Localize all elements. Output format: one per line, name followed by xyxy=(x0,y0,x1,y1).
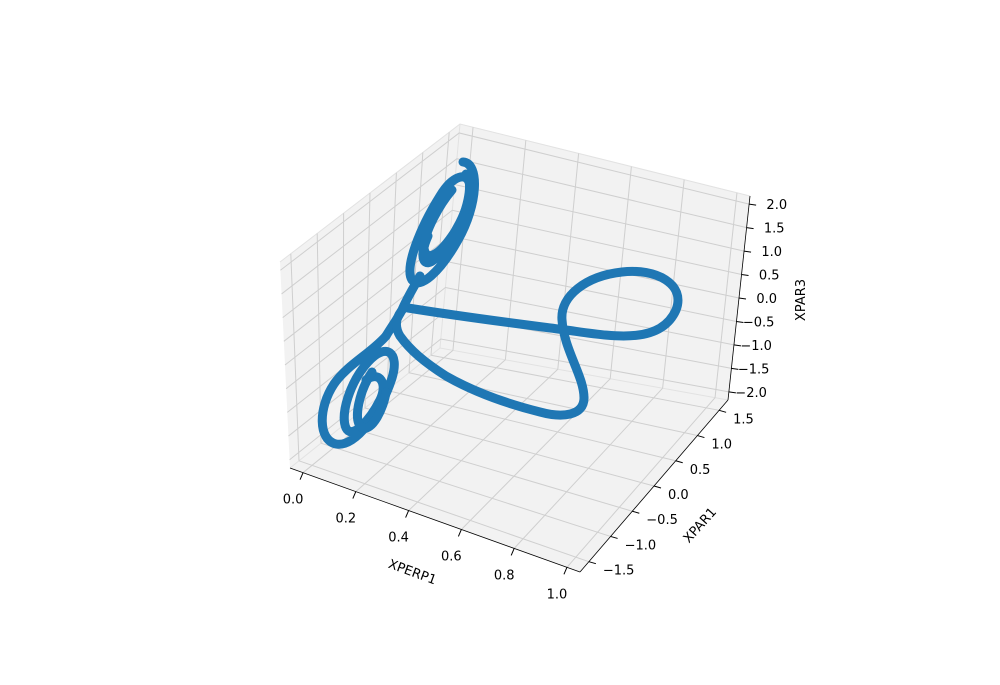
trajectory-segment xyxy=(419,169,474,260)
y-tick-label: 0.5 xyxy=(690,463,711,478)
z-tick-mark xyxy=(746,227,754,230)
y-tick-mark xyxy=(632,510,640,514)
x-tick-label: 1.0 xyxy=(547,587,568,602)
y-tick-mark xyxy=(588,561,597,565)
y-gridline-floor xyxy=(430,354,720,411)
x-tick-label: 0.6 xyxy=(441,549,462,564)
y-tick-mark xyxy=(697,435,705,439)
x-tick-mark xyxy=(299,472,304,480)
z-gridline xyxy=(283,209,742,342)
x-tick-label: 0.4 xyxy=(388,531,409,546)
y-tick-label: −1.5 xyxy=(603,564,635,579)
z-tick-mark xyxy=(749,203,757,206)
z-tick-mark xyxy=(741,274,749,277)
z-tick-label: 0.0 xyxy=(756,292,777,307)
x-tick-mark xyxy=(352,491,357,499)
z-tick-mark xyxy=(728,391,736,394)
z-gridline xyxy=(280,132,750,271)
y-axis-ticks: −1.5 −1.0 −0.5 0.00.51.01.5 xyxy=(588,409,754,579)
z-axis-label: XPAR3 xyxy=(794,279,809,321)
series-group xyxy=(317,157,683,449)
y-axis-label: XPAR1 xyxy=(681,505,720,546)
floor-pane xyxy=(290,348,728,572)
x-tick-mark xyxy=(457,529,462,537)
y-tick-mark xyxy=(653,485,662,489)
y-tick-mark xyxy=(718,409,727,413)
x-tick-label: 0.2 xyxy=(335,512,356,527)
z-tick-mark xyxy=(731,367,739,370)
z-tick-label: −2.0 xyxy=(735,386,767,401)
z-tick-label: −1.0 xyxy=(740,339,772,354)
y-gridline-floor xyxy=(386,389,676,462)
z-tick-label: −0.5 xyxy=(743,315,775,330)
z-tick-mark xyxy=(733,344,742,347)
z-tick-mark xyxy=(738,297,747,300)
x-tick-label: 0.8 xyxy=(494,568,515,583)
trajectory-segment xyxy=(352,367,391,433)
y-tick-label: −1.0 xyxy=(625,538,657,553)
z-gridline xyxy=(281,158,747,295)
y-tick-label: 1.0 xyxy=(711,438,732,453)
y-tick-mark xyxy=(610,535,618,539)
y-tick-label: 1.5 xyxy=(733,412,754,427)
z-tick-mark xyxy=(743,250,752,253)
y-gridline-floor xyxy=(342,425,633,512)
z-tick-label: −1.5 xyxy=(738,362,770,377)
panes xyxy=(279,123,751,572)
x-tick-mark xyxy=(563,567,568,575)
y-tick-label: −0.5 xyxy=(646,513,678,528)
back-pane xyxy=(440,124,750,400)
y-gridline-floor xyxy=(320,442,611,537)
z-tick-label: 1.0 xyxy=(761,245,782,260)
x-axis-line xyxy=(289,467,581,573)
z-axis-ticks: −2.0 −1.5 −1.0 −0.5 0.0 0.5 1.0 1.5 2.0 xyxy=(728,198,787,401)
trajectory-segment xyxy=(392,303,589,420)
x-axis-label: XPERP1 xyxy=(386,557,438,588)
y-tick-mark xyxy=(675,460,683,464)
y-gridline-floor xyxy=(364,407,655,487)
x-axis-ticks: 0.0 0.2 0.4 0.6 0.8 1.0 xyxy=(283,472,568,602)
trajectory-segment xyxy=(317,331,399,449)
z-tick-label: 0.5 xyxy=(759,269,780,284)
z-tick-label: 2.0 xyxy=(766,198,787,213)
x-tick-mark xyxy=(510,548,515,556)
z-tick-mark xyxy=(736,320,744,323)
y-tick-label: 0.0 xyxy=(668,488,689,503)
trajectory-segment xyxy=(403,266,683,403)
y-gridline-floor xyxy=(298,460,590,563)
x-tick-label: 0.0 xyxy=(283,493,304,508)
z-tick-label: 1.5 xyxy=(764,222,785,237)
x-tick-mark xyxy=(405,510,410,518)
